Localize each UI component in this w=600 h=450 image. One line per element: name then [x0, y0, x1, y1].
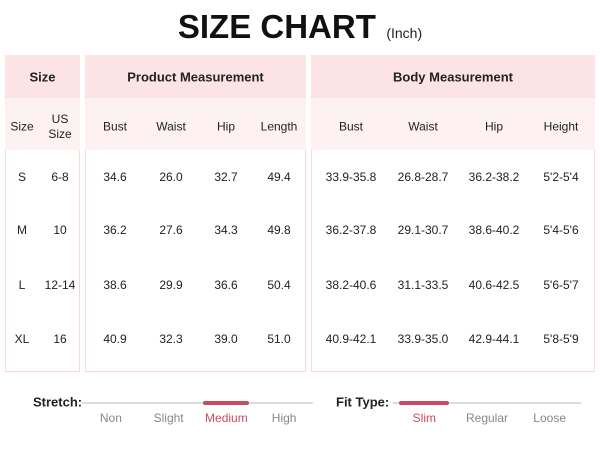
column-header: Size: [10, 119, 34, 134]
cell: 34.3: [214, 223, 238, 237]
cell: 33.9-35.0: [397, 332, 449, 346]
cell: 32.3: [159, 332, 183, 346]
cell: 50.4: [267, 278, 291, 292]
cell: 5'2-5'4: [543, 170, 579, 184]
column-header: Bust: [338, 119, 363, 134]
cell: 29.9: [159, 278, 183, 292]
column-header: Height: [543, 119, 579, 134]
cell: 31.1-33.5: [397, 278, 449, 292]
cell: 29.1-30.7: [397, 223, 449, 237]
sub-header-bg: [85, 98, 306, 150]
cell: M: [17, 223, 27, 237]
cell: 6-8: [51, 170, 69, 184]
cell: 5'4-5'6: [543, 223, 579, 237]
title: SIZE CHART: [177, 8, 376, 45]
cell: 26.0: [159, 170, 183, 184]
slider-label: Stretch:: [33, 394, 83, 410]
group-header: Size: [29, 69, 56, 85]
cell: 38.2-40.6: [325, 278, 377, 292]
cell: 36.2-37.8: [325, 223, 377, 237]
cell: 32.7: [214, 170, 238, 184]
cell: 36.2: [103, 223, 127, 237]
cell: S: [17, 170, 27, 184]
slider-label: Fit Type:: [336, 394, 390, 410]
slider-option: Regular: [465, 411, 509, 425]
group-header-bg: [311, 55, 595, 98]
cell: 12-14: [44, 278, 76, 292]
cell: 42.9-44.1: [468, 332, 520, 346]
cell: 27.6: [159, 223, 183, 237]
cell: 36.2-38.2: [468, 170, 520, 184]
title-row: SIZE CHART (Inch): [0, 8, 600, 46]
slider-option: Slim: [412, 411, 436, 425]
cell: 16: [53, 332, 67, 346]
cell: L: [18, 278, 26, 292]
column-header: Bust: [102, 119, 127, 134]
group-header-bg: [5, 55, 80, 98]
cell: 49.4: [267, 170, 291, 184]
slider-highlight: [203, 401, 250, 405]
column-header: Length: [260, 119, 298, 134]
cell: 40.9-42.1: [325, 332, 377, 346]
slider-option: Loose: [533, 411, 567, 425]
slider-option: High: [271, 411, 297, 425]
slider-track: [393, 402, 581, 404]
column-header: Hip: [216, 119, 235, 134]
slider-option: Non: [99, 411, 122, 425]
cell: 40.9: [103, 332, 127, 346]
slider-highlight: [399, 401, 450, 405]
cell: 51.0: [267, 332, 291, 346]
cell: 5'6-5'7: [543, 278, 579, 292]
cell: 10: [53, 223, 67, 237]
cell: 49.8: [267, 223, 291, 237]
group-header: Body Measurement: [393, 69, 513, 85]
cell: 39.0: [214, 332, 238, 346]
slider-option: Medium: [205, 411, 248, 425]
cell: 5'8-5'9: [543, 332, 579, 346]
column-header: Waist: [156, 119, 186, 134]
cell: 33.9-35.8: [325, 170, 377, 184]
slider-track: [82, 402, 313, 404]
cell: 34.6: [103, 170, 127, 184]
cell: XL: [14, 332, 30, 346]
cell: 36.6: [214, 278, 238, 292]
column-header: US Size: [48, 112, 72, 141]
sub-header-bg: [5, 98, 80, 150]
group-header-bg: [85, 55, 306, 98]
cell: 26.8-28.7: [397, 170, 449, 184]
cell: 40.6-42.5: [468, 278, 520, 292]
group-header: Product Measurement: [127, 69, 264, 85]
cell: 38.6-40.2: [468, 223, 520, 237]
sub-header-bg: [311, 98, 595, 150]
slider-option: Slight: [153, 411, 184, 425]
column-header: Hip: [484, 119, 503, 134]
cell: 38.6: [103, 278, 127, 292]
column-header: Waist: [408, 119, 438, 134]
unit: (Inch): [386, 25, 423, 41]
